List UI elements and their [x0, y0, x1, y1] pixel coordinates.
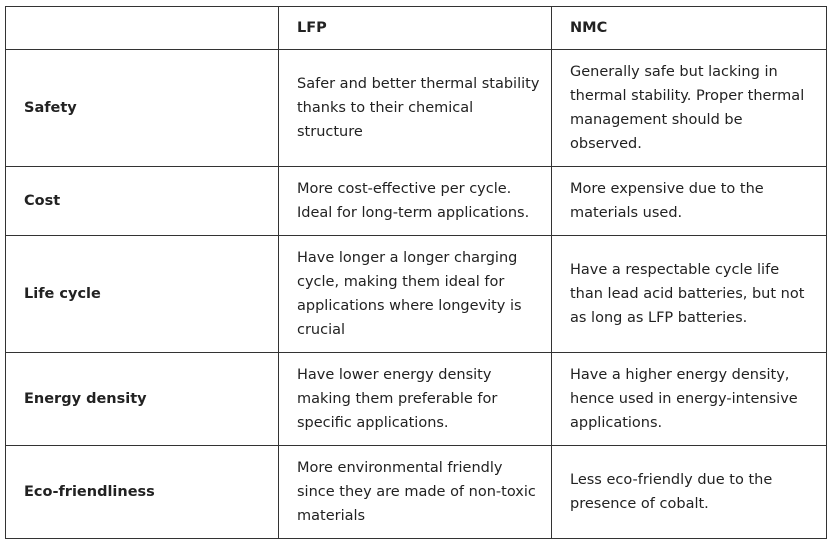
row-label-eco-friendliness: Eco-friendliness [5, 445, 279, 539]
row-label-cost: Cost [5, 166, 279, 236]
cell-lfp-life-cycle: Have longer a longer charging cycle, mak… [278, 235, 552, 353]
table-row: Energy density Have lower energy density… [5, 352, 827, 446]
cell-lfp-energy-density: Have lower energy density making them pr… [278, 352, 552, 446]
table-row: Life cycle Have longer a longer charging… [5, 235, 827, 353]
cell-lfp-safety: Safer and better thermal stability thank… [278, 49, 552, 167]
cell-nmc-cost: More expensive due to the materials used… [551, 166, 827, 236]
row-label-energy-density: Energy density [5, 352, 279, 446]
table-row: Cost More cost-effective per cycle. Idea… [5, 166, 827, 236]
header-lfp: LFP [278, 6, 552, 50]
header-nmc: NMC [551, 6, 827, 50]
cell-nmc-life-cycle: Have a respectable cycle life than lead … [551, 235, 827, 353]
cell-nmc-energy-density: Have a higher energy density, hence used… [551, 352, 827, 446]
row-label-safety: Safety [5, 49, 279, 167]
header-empty-cell [5, 6, 279, 50]
cell-nmc-eco-friendliness: Less eco-friendly due to the presence of… [551, 445, 827, 539]
table-header-row: LFP NMC [5, 6, 827, 50]
row-label-life-cycle: Life cycle [5, 235, 279, 353]
cell-lfp-eco-friendliness: More environmental friendly since they a… [278, 445, 552, 539]
comparison-table: LFP NMC Safety Safer and better thermal … [5, 6, 827, 539]
table-row: Eco-friendliness More environmental frie… [5, 445, 827, 539]
table-row: Safety Safer and better thermal stabilit… [5, 49, 827, 167]
cell-lfp-cost: More cost-effective per cycle. Ideal for… [278, 166, 552, 236]
cell-nmc-safety: Generally safe but lacking in thermal st… [551, 49, 827, 167]
